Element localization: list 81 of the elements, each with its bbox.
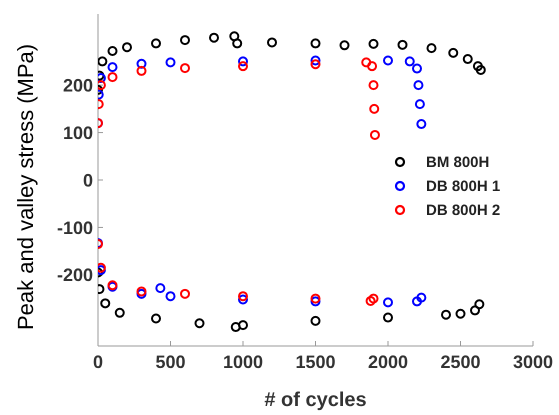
point <box>413 80 424 90</box>
point <box>108 72 118 82</box>
point <box>155 283 166 294</box>
point <box>108 62 118 72</box>
point <box>383 312 393 323</box>
point <box>267 37 277 48</box>
point <box>230 322 241 332</box>
point <box>366 296 376 306</box>
point <box>340 40 350 50</box>
point <box>136 66 146 76</box>
point <box>367 61 378 72</box>
point <box>361 57 372 68</box>
point <box>398 40 408 50</box>
x-tick-label: 500 <box>155 352 186 372</box>
point <box>310 55 320 66</box>
point <box>194 318 204 328</box>
point <box>456 308 466 319</box>
point <box>426 43 436 54</box>
point <box>416 119 426 130</box>
point <box>370 130 380 140</box>
point <box>136 58 146 69</box>
point <box>180 35 190 46</box>
point <box>180 63 190 74</box>
y-tick-label: -100 <box>56 218 93 238</box>
point <box>310 296 320 306</box>
point <box>310 59 320 70</box>
point <box>368 80 378 90</box>
point <box>166 57 176 68</box>
point <box>232 38 242 48</box>
legend-label: BM 800H <box>426 154 490 170</box>
x-tick-label: 2000 <box>368 352 408 372</box>
point <box>383 55 393 66</box>
y-tick-label: 100 <box>62 122 93 143</box>
point <box>108 46 118 56</box>
point <box>238 56 248 66</box>
point <box>98 56 108 66</box>
point <box>472 61 483 72</box>
point <box>166 291 176 302</box>
point <box>476 64 486 75</box>
y-axis-title: Peak and valley stress (MPa) <box>12 44 38 330</box>
x-tick-label: 1500 <box>295 352 336 372</box>
point <box>368 38 378 49</box>
point <box>462 54 473 64</box>
point <box>122 42 132 52</box>
point <box>151 38 161 48</box>
y-tick-label: 0 <box>82 170 93 190</box>
point <box>209 32 219 43</box>
point <box>368 294 378 304</box>
y-tick-label: 200 <box>62 76 93 96</box>
point <box>310 294 320 304</box>
point <box>474 299 484 310</box>
x-tick-label: 3000 <box>512 352 554 372</box>
point <box>238 320 248 330</box>
x-tick-label: 1000 <box>222 352 264 372</box>
legend-label: DB 800H 2 <box>426 202 500 218</box>
point <box>416 292 426 303</box>
point <box>229 31 240 42</box>
x-tick-label: 2500 <box>440 352 481 372</box>
point <box>412 296 422 306</box>
point <box>414 99 425 110</box>
point <box>136 286 146 296</box>
point <box>369 104 380 114</box>
legend-label: DB 800H 1 <box>426 178 500 194</box>
point <box>238 294 248 305</box>
point <box>404 56 415 66</box>
x-axis-title: # of cycles <box>264 389 367 411</box>
y-tick-label: -200 <box>56 265 93 286</box>
point <box>448 48 458 58</box>
point <box>114 308 125 318</box>
point <box>383 297 393 308</box>
point <box>238 291 248 302</box>
point <box>470 305 480 316</box>
point <box>310 38 320 48</box>
point <box>412 64 422 74</box>
point <box>441 310 451 320</box>
point <box>238 61 248 72</box>
point <box>310 316 320 326</box>
point <box>151 313 161 324</box>
point <box>136 288 146 299</box>
point <box>180 288 190 299</box>
point <box>100 298 110 308</box>
